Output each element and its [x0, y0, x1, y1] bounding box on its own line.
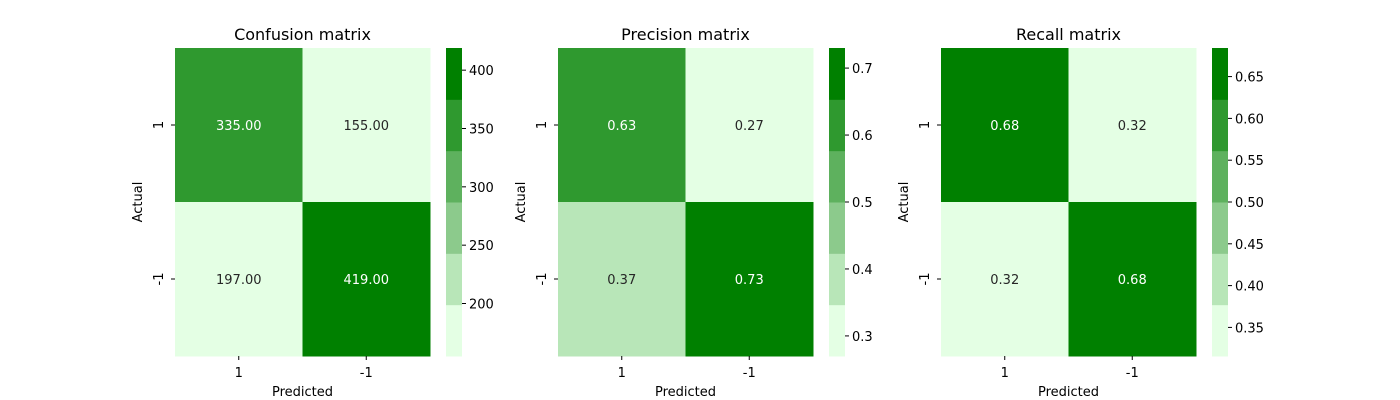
- x-axis-label: Predicted: [1038, 385, 1099, 400]
- colorbar-tick-label: 0.40: [1235, 280, 1264, 295]
- cell-value-label: 0.68: [1118, 273, 1147, 288]
- colorbar-tick-label: 0.7: [852, 62, 873, 77]
- y-tick-label: 1: [535, 121, 550, 129]
- heatmap-cell: [685, 202, 814, 357]
- x-tick-label: 1: [235, 366, 243, 381]
- chart-title: Precision matrix: [621, 25, 750, 44]
- heatmap-panel-1: Confusion matrix 335.00 155.00 197.00 419.00…: [131, 25, 494, 400]
- colorbar-band: [829, 48, 845, 100]
- colorbar-tick-label: 300: [469, 181, 494, 196]
- y-axis-label: Actual: [131, 182, 146, 223]
- colorbar-band: [446, 253, 462, 306]
- cell-value-label: 0.37: [607, 273, 636, 288]
- heatmap-cell: [302, 48, 431, 203]
- cell-value-label: 0.27: [735, 119, 764, 134]
- heatmap-panel-2: Precision matrix 0.63 0.27 0.37 0.73 1 -1 1 -1 Pr…: [514, 25, 873, 400]
- x-tick-label: -1: [1126, 366, 1139, 381]
- heatmap-panel-3: Recall matrix 0.68 0.32 0.32 0.68 1 -1 1 -1 Predi…: [897, 25, 1264, 400]
- heatmap-cell: [558, 202, 686, 357]
- colorbar-tick-label: 0.65: [1235, 71, 1264, 86]
- x-tick-label: -1: [743, 366, 756, 381]
- colorbar-band: [829, 304, 845, 357]
- chart-title: Confusion matrix: [234, 25, 371, 44]
- heatmap-cell: [1068, 48, 1197, 203]
- y-axis-label: Actual: [897, 182, 912, 223]
- colorbar-tick-label: 0.55: [1235, 154, 1264, 169]
- colorbar-tick-label: 0.6: [852, 129, 873, 144]
- cell-value-label: 0.63: [607, 119, 636, 134]
- cell-value-label: 197.00: [216, 273, 262, 288]
- heatmap-cell: [175, 48, 303, 203]
- y-axis-label: Actual: [514, 182, 529, 223]
- colorbar-tick-label: 0.3: [852, 330, 873, 345]
- chart-title: Recall matrix: [1016, 25, 1121, 44]
- cell-value-label: 0.73: [735, 273, 764, 288]
- colorbar-band: [829, 99, 845, 152]
- y-tick-label: 1: [152, 121, 167, 129]
- colorbar-band: [1212, 99, 1228, 152]
- colorbar-band: [829, 202, 845, 254]
- colorbar-band: [1212, 202, 1228, 254]
- cell-value-label: 155.00: [344, 119, 390, 134]
- colorbar-tick-label: 250: [469, 239, 494, 254]
- y-tick-label: -1: [918, 273, 933, 286]
- heatmap-cell: [941, 202, 1069, 357]
- cell-value-label: 0.32: [990, 273, 1019, 288]
- colorbar: 0.3 0.4 0.5 0.6 0.7: [829, 48, 873, 357]
- colorbar-tick-label: 400: [469, 64, 494, 79]
- colorbar-tick-label: 0.50: [1235, 196, 1264, 211]
- colorbar-tick-label: 0.4: [852, 263, 873, 278]
- colorbar-band: [446, 48, 462, 100]
- colorbar-tick-label: 350: [469, 123, 494, 138]
- cell-value-label: 419.00: [344, 273, 390, 288]
- colorbar-tick-label: 0.5: [852, 196, 873, 211]
- colorbar-tick-label: 200: [469, 298, 494, 313]
- heatmap-cell: [941, 48, 1069, 203]
- heatmap-cell: [302, 202, 431, 357]
- colorbar: 0.35 0.40 0.45 0.50 0.55 0.60 0.65: [1212, 48, 1264, 357]
- colorbar-band: [829, 253, 845, 306]
- colorbar-band: [1212, 48, 1228, 100]
- cell-value-label: 335.00: [216, 119, 262, 134]
- colorbar-band: [446, 99, 462, 152]
- colorbar-tick-label: 0.35: [1235, 321, 1264, 336]
- colorbar-band: [446, 304, 462, 357]
- cell-value-label: 0.68: [990, 119, 1019, 134]
- colorbar-band: [1212, 304, 1228, 357]
- heatmap-cell: [685, 48, 814, 203]
- colorbar-band: [1212, 150, 1228, 203]
- cell-value-label: 0.32: [1118, 119, 1147, 134]
- x-axis-label: Predicted: [272, 385, 333, 400]
- heatmap-cell: [558, 48, 686, 203]
- colorbar-band: [446, 202, 462, 254]
- colorbar-tick-label: 0.45: [1235, 238, 1264, 253]
- x-tick-label: 1: [1001, 366, 1009, 381]
- colorbar-band: [446, 150, 462, 203]
- heatmap-cell: [1068, 202, 1197, 357]
- y-tick-label: 1: [918, 121, 933, 129]
- colorbar-band: [1212, 253, 1228, 306]
- colorbar-band: [829, 150, 845, 203]
- heatmap-cell: [175, 202, 303, 357]
- x-tick-label: -1: [360, 366, 373, 381]
- y-tick-label: -1: [535, 273, 550, 286]
- colorbar: 200 250 300 350 400: [446, 48, 494, 357]
- y-tick-label: -1: [152, 273, 167, 286]
- colorbar-tick-label: 0.60: [1235, 112, 1264, 127]
- x-axis-label: Predicted: [655, 385, 716, 400]
- x-tick-label: 1: [618, 366, 626, 381]
